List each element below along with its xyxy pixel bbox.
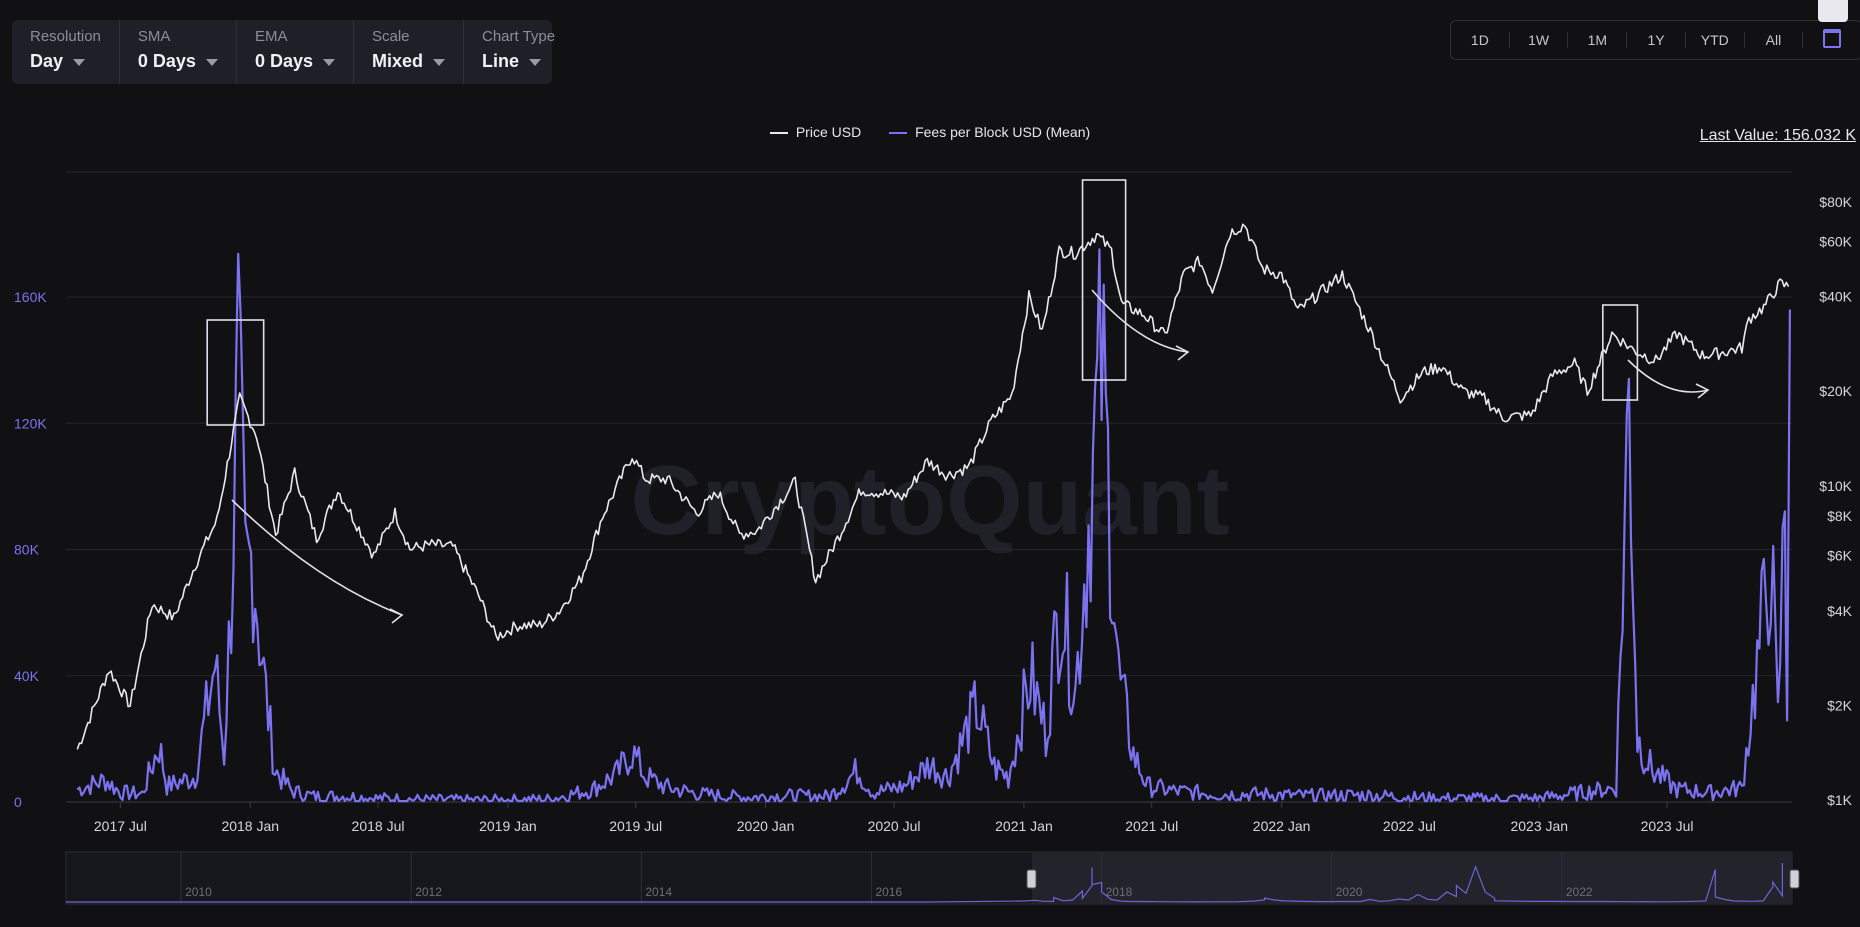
resolution-value: Day xyxy=(30,51,64,71)
sma-label: SMA xyxy=(137,28,171,45)
x-tick-label: 2022 Jul xyxy=(1383,818,1436,834)
y-left-tick-label: 160K xyxy=(14,289,47,305)
navigator-tick-label: 2022 xyxy=(1566,885,1593,899)
navigator-tick-label: 2018 xyxy=(1106,885,1133,899)
annotation-arrow xyxy=(1627,359,1709,393)
navigator-track xyxy=(65,851,1793,905)
y-left-tick-label: 120K xyxy=(14,415,47,431)
navigator-window xyxy=(1032,852,1792,904)
navigator-tick-label: 2016 xyxy=(875,885,902,899)
navigator-tick-label: 2014 xyxy=(645,885,672,899)
annotation-arrowhead xyxy=(1175,345,1190,361)
navigator-tick-label: 2020 xyxy=(1336,885,1363,899)
x-tick-label: 2021 Jan xyxy=(995,818,1053,834)
annotation-arrowhead xyxy=(389,608,404,624)
x-tick-label: 2019 Jul xyxy=(609,818,662,834)
chart-legend: Price USD Fees per Block USD (Mean) xyxy=(0,124,1860,140)
legend-item-fees[interactable]: Fees per Block USD (Mean) xyxy=(889,124,1090,140)
range-1m-button[interactable]: 1M xyxy=(1568,32,1628,48)
x-tick-label: 2022 Jan xyxy=(1253,818,1311,834)
x-tick-label: 2020 Jan xyxy=(737,818,795,834)
scale-value: Mixed xyxy=(371,51,423,71)
x-tick-label: 2017 Jul xyxy=(94,818,147,834)
navigator-handle-left xyxy=(1026,869,1037,889)
range-all-button[interactable]: All xyxy=(1745,32,1804,48)
range-ytd-button[interactable]: YTD xyxy=(1686,32,1745,48)
legend-item-price[interactable]: Price USD xyxy=(769,124,862,140)
y-right-tick-label: $1K xyxy=(1827,792,1853,808)
chart-type-select[interactable]: Chart Type Line xyxy=(464,20,573,84)
legend-label-price: Price USD xyxy=(795,124,862,140)
resolution-label: Resolution xyxy=(30,28,101,45)
y-right-tick-label: $8K xyxy=(1827,508,1853,524)
y-right-tick-label: $4K xyxy=(1827,603,1853,619)
chevron-down-icon xyxy=(433,58,445,66)
legend-swatch-price xyxy=(769,132,788,135)
annotation-arrowhead xyxy=(1695,383,1710,399)
navigator-handle-right xyxy=(1789,869,1800,889)
y-right-tick-label: $20K xyxy=(1819,383,1852,399)
scroll-handle[interactable] xyxy=(1818,0,1848,22)
chevron-down-icon xyxy=(322,58,335,66)
y-right-tick-label: $2K xyxy=(1827,697,1853,713)
y-left-tick-label: 40K xyxy=(14,668,40,684)
ema-select[interactable]: EMA 0 Days xyxy=(237,20,354,84)
sma-value: 0 Days xyxy=(137,51,196,71)
legend-label-fees: Fees per Block USD (Mean) xyxy=(915,124,1091,140)
x-tick-label: 2019 Jan xyxy=(479,818,537,834)
chart-controls: Resolution Day SMA 0 Days EMA 0 Days Sca… xyxy=(12,20,555,84)
x-tick-label: 2018 Jan xyxy=(221,818,279,834)
annotation-box xyxy=(1602,304,1639,401)
chart-type-value: Line xyxy=(482,51,520,71)
last-value: Last Value: 156.032 K xyxy=(1699,127,1856,144)
range-1w-button[interactable]: 1W xyxy=(1510,32,1569,48)
chevron-down-icon xyxy=(73,58,86,66)
calendar-button[interactable] xyxy=(1803,29,1860,51)
ema-value: 0 Days xyxy=(254,51,313,71)
navigator-tick-label: 2012 xyxy=(415,885,442,899)
x-tick-label: 2020 Jul xyxy=(868,818,921,834)
calendar-icon xyxy=(1823,29,1842,48)
range-1y-button[interactable]: 1Y xyxy=(1627,32,1686,48)
scale-label: Scale xyxy=(371,28,410,45)
annotation-arrow xyxy=(231,499,403,616)
scale-select[interactable]: Scale Mixed xyxy=(354,20,464,84)
x-tick-label: 2021 Jul xyxy=(1125,818,1178,834)
chevron-down-icon xyxy=(205,58,218,66)
fees-series-line xyxy=(76,248,1791,803)
chevron-down-icon xyxy=(529,58,542,66)
x-tick-label: 2023 Jul xyxy=(1641,818,1694,834)
legend-swatch-fees xyxy=(889,132,908,135)
y-right-tick-label: $10K xyxy=(1819,478,1852,494)
x-tick-label: 2023 Jan xyxy=(1510,818,1568,834)
y-left-tick-label: 80K xyxy=(14,542,40,558)
sma-select[interactable]: SMA 0 Days xyxy=(120,20,237,84)
y-right-tick-label: $40K xyxy=(1819,289,1852,305)
y-right-tick-label: $60K xyxy=(1819,233,1852,249)
chart-type-label: Chart Type xyxy=(482,28,556,45)
annotation-box xyxy=(206,319,265,426)
navigator-series xyxy=(66,863,1783,903)
y-left-tick-label: 0 xyxy=(14,794,22,810)
price-series-line xyxy=(76,223,1790,750)
watermark: CryptoQuant xyxy=(631,445,1230,555)
x-tick-label: 2018 Jul xyxy=(352,818,405,834)
navigator-tick-label: 2010 xyxy=(185,885,212,899)
annotation-box xyxy=(1081,179,1127,381)
y-right-tick-label: $6K xyxy=(1827,547,1853,563)
annotation-arrow xyxy=(1091,289,1189,353)
range-selector: 1D 1W 1M 1Y YTD All xyxy=(1450,20,1860,60)
resolution-select[interactable]: Resolution Day xyxy=(12,20,120,84)
range-1d-button[interactable]: 1D xyxy=(1451,32,1510,48)
y-right-tick-label: $80K xyxy=(1819,194,1852,210)
ema-label: EMA xyxy=(254,28,288,45)
